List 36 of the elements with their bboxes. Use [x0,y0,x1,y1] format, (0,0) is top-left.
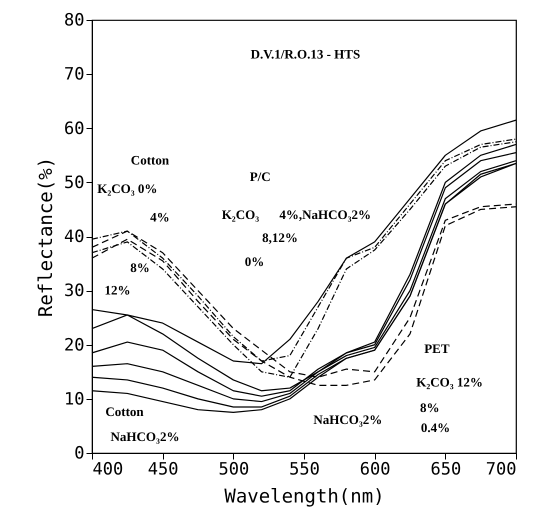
annotation: 12% [104,282,130,298]
annotation: 4% [150,210,170,225]
x-axis-title: Wavelength(nm) [224,486,385,508]
x-tick-label: 500 [218,460,250,480]
x-tick-label: 450 [148,460,179,480]
annotation: 8% [130,260,150,275]
annotation: NaHCO₃2% [110,428,180,444]
y-tick-label: 80 [64,10,84,30]
y-tick-label: 0 [74,444,84,464]
y-tick-label: 20 [64,335,84,356]
annotation: 8,12% [262,230,298,246]
annotation: D.V.1/R.O.13 - HTS [250,46,360,62]
annotation: 0.4% [420,420,450,436]
x-tick-label: 600 [360,460,391,480]
y-tick-label: 50 [64,172,84,193]
y-tick-label: 30 [64,281,84,302]
annotation: 4%,NaHCO₃2% [279,206,372,222]
y-tick-label: 70 [64,64,84,85]
annotation: K₂CO₃ 12% [416,374,483,390]
annotation: Cotton [105,404,144,419]
y-tick-label: 40 [64,227,84,247]
annotation: K₂CO₃ [222,206,260,222]
annotation: NaHCO₃2% [313,412,382,427]
y-tick-label: 10 [64,389,84,410]
x-tick-label: 550 [289,460,320,480]
annotation: Cotton [130,152,170,168]
annotation: 8% [420,400,440,416]
y-tick-label: 60 [64,118,84,139]
annotation: 0% [244,254,264,269]
x-tick-label: 650 [430,460,462,480]
x-tick-label: 700 [486,460,516,480]
annotation: P/C [250,168,271,184]
y-axis-title: Reflectance(%) [35,156,58,318]
annotation: PET [424,341,450,356]
annotation: K₂CO₃ 0% [97,180,158,196]
x-tick-label: 400 [92,460,124,480]
